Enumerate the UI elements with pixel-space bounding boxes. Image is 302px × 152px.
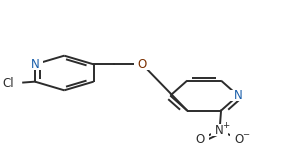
Text: O: O: [138, 58, 147, 71]
Bar: [230, 133, 247, 145]
Text: N: N: [234, 89, 243, 102]
Bar: [27, 58, 43, 70]
Bar: [230, 90, 246, 102]
Text: −: −: [242, 130, 249, 139]
Text: O: O: [234, 133, 243, 146]
Text: N: N: [31, 58, 39, 71]
Text: +: +: [223, 121, 230, 130]
Text: O: O: [196, 133, 205, 146]
Text: N: N: [215, 124, 224, 137]
Bar: [192, 133, 209, 145]
Bar: [5, 77, 22, 89]
Bar: [134, 58, 150, 70]
Bar: [211, 124, 228, 136]
Text: Cl: Cl: [2, 77, 14, 90]
